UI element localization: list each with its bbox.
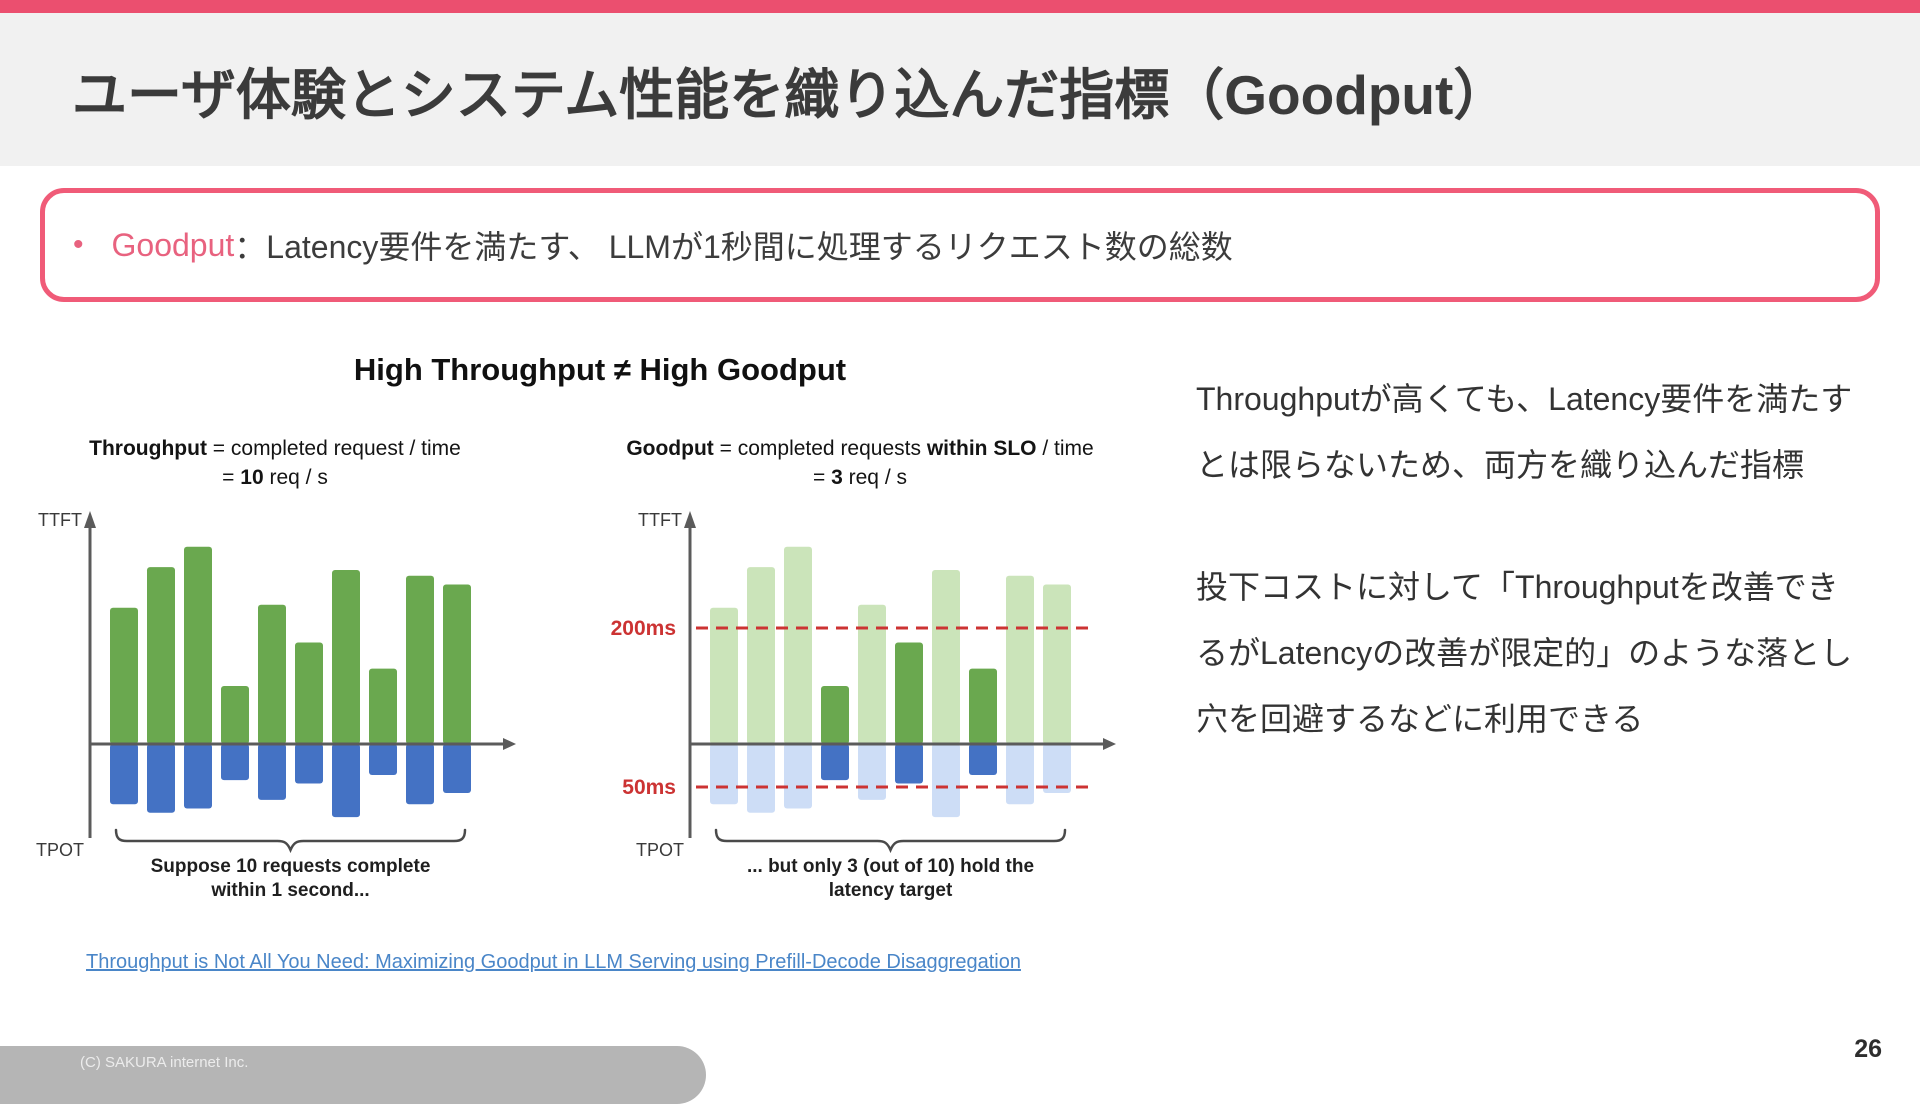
chart-caption: latency target xyxy=(829,880,953,901)
note-paragraph-1: Throughputが高くても、Latency要件を満たすとは限らないため、両方… xyxy=(1196,381,1853,483)
y-axis-arrow xyxy=(84,511,96,528)
notes-column: Throughputが高くても、Latency要件を満たすとは限らないため、両方… xyxy=(1170,352,1920,976)
tpot-bar xyxy=(969,744,997,775)
throughput-chart-svg: TTFT TPOT Suppose 10 requests complete with… xyxy=(36,510,516,901)
formula-text: req / s xyxy=(263,466,328,489)
tpot-bar xyxy=(295,744,323,784)
ttft-axis-label: TTFT xyxy=(638,510,682,530)
ttft-bar xyxy=(821,686,849,744)
goodput-term: Goodput xyxy=(111,226,235,263)
charts-row: Throughput = completed request / time = … xyxy=(30,434,1170,904)
ttft-bar xyxy=(221,686,249,744)
ttft-bar xyxy=(443,584,471,744)
tpot-axis-label: TPOT xyxy=(636,840,684,860)
brace xyxy=(714,828,1067,854)
bullet-marker: • xyxy=(73,228,84,261)
tpot-bar xyxy=(332,744,360,818)
goodput-chart: Goodput = completed requests within SLO … xyxy=(580,434,1140,904)
formula-text: Throughput xyxy=(89,437,207,460)
tpot-bar xyxy=(784,744,812,809)
tpot-bar xyxy=(110,744,138,805)
ttft-bar xyxy=(932,570,960,744)
tpot-bar xyxy=(221,744,249,781)
slo-threshold-label: 200ms xyxy=(611,617,676,640)
formula-text: / time xyxy=(1036,437,1094,460)
formula-text: = completed request / time xyxy=(206,437,461,460)
formula-text: within SLO xyxy=(926,437,1037,460)
tpot-bar xyxy=(932,744,960,818)
throughput-chart: Throughput = completed request / time = … xyxy=(30,434,520,904)
footer-copyright-pill: (C) SAKURA internet Inc. xyxy=(0,1046,706,1104)
goodput-definition-text: ：Latency要件を満たす、 LLMが1秒間に処理するリクエスト数の総数 xyxy=(234,229,1233,265)
formula-text: req / s xyxy=(842,466,907,489)
tpot-axis-label: TPOT xyxy=(36,840,84,860)
formula-text: = xyxy=(222,466,241,489)
tpot-bar xyxy=(147,744,175,813)
tpot-bar xyxy=(184,744,212,809)
page-title: ユーザ体験とシステム性能を織り込んだ指標（Goodput） xyxy=(72,63,1509,126)
goodput-formula-line1: Goodput = completed requests within SLO … xyxy=(580,434,1140,463)
brace xyxy=(114,828,467,854)
slide-accent-bar xyxy=(0,0,1920,13)
formula-text: Goodput xyxy=(626,437,714,460)
tpot-bar xyxy=(1043,744,1071,794)
ttft-bar xyxy=(710,607,738,744)
tpot-bar xyxy=(258,744,286,800)
formula-text: 3 xyxy=(831,466,843,489)
ttft-bar xyxy=(1043,584,1071,744)
throughput-formula-line1: Throughput = completed request / time xyxy=(30,434,520,463)
ttft-bar xyxy=(332,570,360,744)
tpot-bar xyxy=(747,744,775,813)
ttft-bar xyxy=(784,546,812,744)
ttft-bar xyxy=(969,668,997,744)
goodput-formula-line2: = 3 req / s xyxy=(580,463,1140,492)
x-axis-arrow xyxy=(1103,738,1116,750)
ttft-axis-label: TTFT xyxy=(38,510,82,530)
chart-caption: within 1 second... xyxy=(210,880,369,901)
goodput-definition-box: • Goodput ：Latency要件を満たす、 LLMが1秒間に処理するリク… xyxy=(40,188,1880,302)
tpot-bar xyxy=(821,744,849,781)
main-content: High Throughput ≠ High Goodput Throughpu… xyxy=(0,352,1920,976)
tpot-bar xyxy=(443,744,471,794)
slide-header: ユーザ体験とシステム性能を織り込んだ指標（Goodput） xyxy=(0,13,1920,166)
y-axis-arrow xyxy=(684,511,696,528)
throughput-formula-line2: = 10 req / s xyxy=(30,463,520,492)
ttft-bar xyxy=(147,567,175,744)
x-axis-arrow xyxy=(503,738,516,750)
formula-text: = completed requests xyxy=(713,437,927,460)
tpot-bar xyxy=(710,744,738,805)
diagram-heading: High Throughput ≠ High Goodput xyxy=(353,352,847,387)
formula-text: 10 xyxy=(240,466,264,489)
copyright-text: (C) SAKURA internet Inc. xyxy=(80,1054,249,1071)
tpot-bar xyxy=(1006,744,1034,805)
goodput-chart-svg: 200ms 50ms TTFT TPOT ... but only 3 (out of … xyxy=(611,510,1116,901)
ttft-bar xyxy=(406,575,434,744)
reference-link[interactable]: Throughput is Not All You Need: Maximizi… xyxy=(86,951,1021,973)
tpot-bar xyxy=(895,744,923,784)
tpot-bar xyxy=(369,744,397,775)
ttft-bar xyxy=(295,642,323,744)
ttft-bar xyxy=(110,607,138,744)
chart-caption: ... but only 3 (out of 10) hold the xyxy=(747,856,1034,877)
tpot-bar xyxy=(406,744,434,805)
tpot-bar xyxy=(858,744,886,800)
ttft-bar xyxy=(747,567,775,744)
ttft-bar xyxy=(895,642,923,744)
ttft-bar xyxy=(858,604,886,744)
diagram-column: High Throughput ≠ High Goodput Throughpu… xyxy=(0,352,1170,976)
ttft-bar xyxy=(184,546,212,744)
formula-text: = xyxy=(813,466,832,489)
note-paragraph-2: 投下コストに対して「Throughputを改善できるがLatencyの改善が限定… xyxy=(1196,569,1853,737)
ttft-bar xyxy=(369,668,397,744)
chart-caption: Suppose 10 requests complete xyxy=(151,856,431,877)
ttft-bar xyxy=(258,604,286,744)
slo-threshold-label: 50ms xyxy=(622,776,676,799)
page-number: 26 xyxy=(1854,1035,1882,1063)
ttft-bar xyxy=(1006,575,1034,744)
